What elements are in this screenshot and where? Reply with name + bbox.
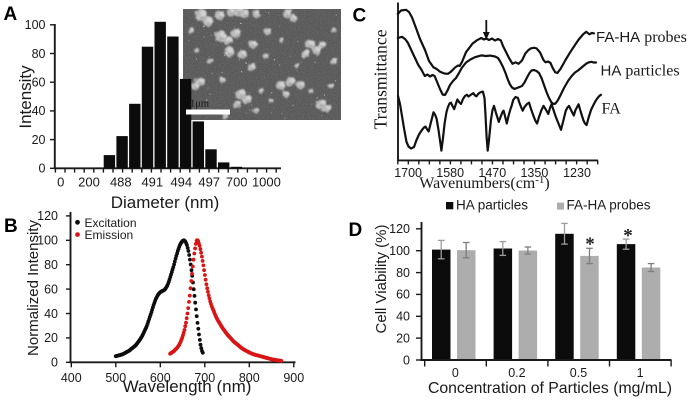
svg-text:0: 0 — [452, 366, 459, 380]
svg-text:B: B — [4, 216, 18, 237]
svg-text:0.2: 0.2 — [508, 366, 525, 380]
svg-text:497: 497 — [198, 175, 220, 190]
svg-text:20: 20 — [44, 331, 58, 345]
svg-text:800: 800 — [239, 371, 260, 385]
svg-text:Diameter (nm): Diameter (nm) — [111, 193, 220, 212]
svg-text:Emission: Emission — [85, 228, 134, 242]
svg-text:400: 400 — [61, 371, 82, 385]
svg-text:A: A — [4, 4, 18, 25]
svg-text:0: 0 — [51, 356, 58, 370]
svg-text:700: 700 — [194, 371, 215, 385]
svg-text:488: 488 — [110, 175, 132, 190]
svg-text:FA-HA probes: FA-HA probes — [596, 29, 687, 46]
svg-text:80: 80 — [44, 258, 58, 272]
svg-text:0: 0 — [39, 162, 46, 176]
svg-text:60: 60 — [396, 288, 410, 302]
svg-text:1000: 1000 — [252, 175, 281, 190]
svg-text:1: 1 — [637, 366, 644, 380]
svg-text:600: 600 — [150, 371, 171, 385]
svg-text:120: 120 — [37, 209, 58, 223]
svg-text:1350: 1350 — [520, 166, 548, 180]
svg-text:Concentration of Particles (mg: Concentration of Particles (mg/mL) — [428, 380, 672, 397]
svg-text:120: 120 — [389, 222, 410, 236]
svg-text:1700: 1700 — [394, 166, 422, 180]
svg-text:100: 100 — [25, 18, 46, 32]
svg-text:491: 491 — [141, 175, 163, 190]
svg-text:20: 20 — [32, 133, 46, 147]
svg-text:1470: 1470 — [478, 166, 506, 180]
svg-text:HA particles: HA particles — [456, 198, 528, 213]
svg-text:40: 40 — [44, 307, 58, 321]
svg-text:500: 500 — [105, 371, 126, 385]
svg-text:Normalized Intensity: Normalized Intensity — [25, 220, 42, 356]
svg-text:C: C — [353, 6, 367, 27]
svg-text:494: 494 — [170, 175, 192, 190]
svg-text:80: 80 — [396, 266, 410, 280]
svg-text:40: 40 — [32, 104, 46, 118]
svg-text:60: 60 — [44, 282, 58, 296]
svg-text:1μm: 1μm — [190, 99, 209, 110]
svg-text:Wavelength (nm): Wavelength (nm) — [123, 377, 252, 396]
svg-text:Intensity: Intensity — [16, 65, 35, 129]
svg-text:700: 700 — [226, 175, 248, 190]
svg-text:80: 80 — [32, 47, 46, 61]
svg-text:0: 0 — [57, 175, 64, 190]
svg-text:20: 20 — [396, 331, 410, 345]
svg-text:FA-HA probes: FA-HA probes — [567, 198, 651, 213]
svg-text:FA: FA — [602, 101, 622, 118]
svg-text:Transmittance: Transmittance — [371, 29, 391, 129]
svg-text:60: 60 — [32, 76, 46, 90]
svg-text:1230: 1230 — [563, 166, 591, 180]
svg-text:200: 200 — [78, 175, 100, 190]
svg-text:900: 900 — [283, 371, 304, 385]
svg-text:Excitation: Excitation — [85, 216, 137, 230]
svg-text:*: * — [623, 226, 633, 247]
svg-text:40: 40 — [396, 310, 410, 324]
svg-text:Cell Viability (%): Cell Viability (%) — [373, 225, 390, 334]
svg-text:D: D — [349, 220, 363, 241]
svg-text:Wavenumbers(cm-1): Wavenumbers(cm-1) — [419, 174, 550, 192]
svg-text:0.5: 0.5 — [570, 366, 587, 380]
svg-text:100: 100 — [37, 234, 58, 248]
svg-text:1580: 1580 — [436, 166, 464, 180]
svg-text:*: * — [585, 234, 595, 255]
svg-text:100: 100 — [389, 244, 410, 258]
svg-text:HA particles: HA particles — [601, 63, 680, 80]
svg-text:0: 0 — [403, 353, 410, 367]
